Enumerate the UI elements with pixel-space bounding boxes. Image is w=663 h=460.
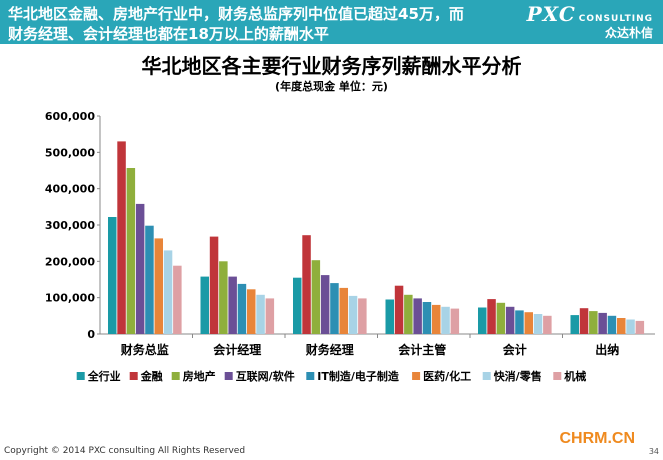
bar <box>617 318 626 334</box>
bar <box>385 299 394 334</box>
bar <box>145 225 154 334</box>
bar <box>394 285 404 334</box>
legend-swatch <box>306 372 315 380</box>
y-tick-label: 300,000 <box>45 219 95 232</box>
x-tick-label: 会计主管 <box>398 342 446 357</box>
bar <box>247 289 256 334</box>
brand-watermark: CHRM.CN <box>559 430 635 447</box>
bar <box>320 275 330 334</box>
x-tick-label: 会计 <box>503 342 527 357</box>
bar <box>228 276 237 334</box>
logo-mark: PXC <box>526 2 576 26</box>
bar <box>293 277 302 334</box>
bar <box>358 298 367 334</box>
bar <box>265 298 275 334</box>
bar <box>173 265 182 334</box>
pxc-logo: PXC CONSULTING 众达朴信 <box>527 2 653 41</box>
y-tick-label: 600,000 <box>45 110 95 123</box>
page-number: 34 <box>648 447 659 456</box>
bar <box>200 276 209 334</box>
bar <box>348 295 358 334</box>
copyright-text: Copyright © 2014 PXC consulting All Righ… <box>4 446 246 456</box>
bar <box>570 315 579 334</box>
bar <box>598 312 607 334</box>
bar <box>108 217 117 334</box>
bar <box>413 298 422 334</box>
bar <box>135 203 145 334</box>
legend-label: 机械 <box>564 369 586 383</box>
banner-line-1: 华北地区金融、房地产行业中，财务总监序列中位值已超过45万，而 <box>8 5 464 23</box>
bar <box>163 250 173 334</box>
legend-label: 全行业 <box>87 369 121 383</box>
bar <box>256 294 265 334</box>
bar <box>209 236 219 334</box>
bar <box>339 287 348 334</box>
logo-cn: 众达朴信 <box>604 26 653 40</box>
bar <box>589 311 598 334</box>
banner-line-2: 财务经理、会计经理也都在18万以上的薪酬水平 <box>8 25 329 43</box>
bar-chart: 0 100,000 200,000 300,000 400,000 500,000 600,… <box>45 110 655 383</box>
bar <box>219 261 228 334</box>
bar <box>237 283 247 334</box>
legend-swatch <box>412 372 421 380</box>
bar <box>524 312 533 334</box>
legend-label: IT制造/电子制造 <box>317 369 400 383</box>
bar <box>450 308 460 334</box>
bar <box>117 141 126 334</box>
bar <box>441 306 450 335</box>
bar <box>505 306 515 335</box>
header-banner: 华北地区金融、房地产行业中，财务总监序列中位值已超过45万，而 财务经理、会计经… <box>0 0 663 44</box>
bar <box>496 302 506 334</box>
legend-swatch <box>129 372 138 380</box>
bar <box>404 294 413 334</box>
x-tick-label: 财务总监 <box>120 342 169 357</box>
bar <box>330 283 339 334</box>
legend-label: 房地产 <box>183 369 216 383</box>
bar <box>487 299 496 334</box>
y-tick-label: 400,000 <box>45 183 95 196</box>
chart-title: 华北地区各主要行业财务序列薪酬水平分析 <box>141 54 522 78</box>
bar <box>515 310 524 334</box>
bar <box>432 304 441 334</box>
x-tick-label: 会计经理 <box>213 342 261 357</box>
legend-label: 快消/零售 <box>493 369 542 383</box>
bar <box>302 235 311 334</box>
bar <box>154 238 163 334</box>
legend-label: 互联网/软件 <box>236 369 295 383</box>
legend-swatch <box>224 372 233 380</box>
bar <box>607 315 617 334</box>
y-tick-label: 500,000 <box>45 146 95 159</box>
bar <box>311 260 321 334</box>
bar <box>579 308 589 334</box>
legend-label: 金融 <box>140 369 163 383</box>
x-tick-label: 财务经理 <box>305 342 354 357</box>
bar <box>626 319 635 334</box>
chart-subtitle: (年度总现金 单位：元) <box>275 80 388 93</box>
y-tick-label: 200,000 <box>45 255 95 268</box>
legend-label: 医药/化工 <box>423 369 471 383</box>
y-tick-label: 100,000 <box>45 292 95 305</box>
bar <box>422 302 432 334</box>
y-tick-label: 0 <box>87 328 95 341</box>
bar <box>478 307 487 334</box>
legend-swatch <box>76 372 85 380</box>
bar <box>635 320 645 334</box>
bar <box>543 315 552 334</box>
legend-swatch <box>482 372 491 380</box>
bar <box>126 168 136 334</box>
logo-sub: CONSULTING <box>578 14 653 24</box>
x-tick-label: 出纳 <box>595 342 619 357</box>
legend-swatch <box>553 372 562 380</box>
bar <box>533 314 543 334</box>
legend-swatch <box>171 372 180 380</box>
